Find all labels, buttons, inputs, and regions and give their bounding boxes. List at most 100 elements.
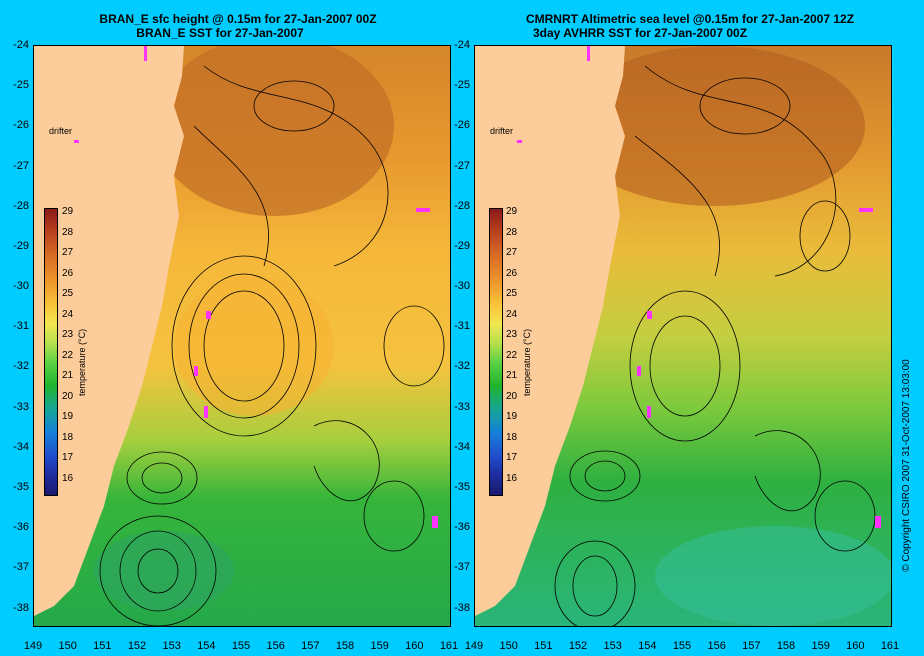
y-tick-label: -33 bbox=[13, 400, 29, 413]
x-tick-label: 155 bbox=[672, 640, 692, 652]
x-tick-label: 150 bbox=[58, 640, 77, 652]
colorbar-tick-label: 27 bbox=[62, 247, 74, 258]
right-drifter-label: drifter bbox=[490, 126, 514, 136]
x-tick-label: 161 bbox=[880, 640, 900, 652]
left-colorbar bbox=[44, 208, 58, 496]
colorbar-tick-label: 25 bbox=[62, 288, 74, 299]
x-tick-label: 150 bbox=[499, 640, 518, 652]
x-tick-label: 159 bbox=[811, 640, 830, 652]
cool-shelf-water bbox=[655, 526, 891, 626]
colorbar-tick-label: 29 bbox=[506, 206, 518, 217]
x-tick-label: 151 bbox=[534, 640, 553, 652]
colorbar-tick-label: 18 bbox=[62, 431, 74, 443]
colorbar-tick-label: 20 bbox=[62, 390, 74, 402]
y-tick-label: -27 bbox=[454, 159, 470, 172]
copyright-text: © Copyright CSIRO 2007 31-Oct-2007 13:03… bbox=[900, 359, 912, 572]
eddy-warm bbox=[174, 276, 334, 416]
x-tick-label: 156 bbox=[707, 640, 726, 652]
colorbar-tick-label: 21 bbox=[506, 370, 518, 381]
land-mass bbox=[475, 46, 625, 616]
x-tick-label: 149 bbox=[23, 640, 43, 652]
right-colorbar bbox=[489, 208, 503, 496]
colorbar-tick-label: 18 bbox=[506, 431, 518, 443]
colorbar-tick-label: 16 bbox=[506, 472, 518, 484]
colorbar-tick-label: 24 bbox=[62, 308, 74, 320]
colorbar-tick-label: 20 bbox=[506, 390, 518, 402]
colorbar-tick-label: 25 bbox=[506, 288, 518, 299]
right-title-line2: 3day AVHRR SST for 27-Jan-2007 00Z bbox=[532, 26, 748, 40]
left-colorbar-label: temperature (°C) bbox=[77, 328, 87, 396]
left-map-panel: drifter temperature (°C) bbox=[33, 45, 451, 627]
x-tick-label: 152 bbox=[568, 640, 588, 652]
x-tick-label: 153 bbox=[162, 640, 181, 652]
sea-level-contours bbox=[554, 65, 876, 626]
y-tick-label: -38 bbox=[454, 601, 470, 614]
left-map-svg bbox=[34, 46, 450, 626]
y-tick-label: -25 bbox=[454, 79, 470, 92]
y-tick-label: -28 bbox=[454, 199, 470, 212]
y-tick-label: -38 bbox=[13, 601, 29, 614]
y-tick-label: -34 bbox=[13, 440, 29, 453]
x-tick-label: 155 bbox=[231, 640, 251, 652]
colorbar-tick-label: 23 bbox=[62, 329, 74, 340]
y-tick-label: -31 bbox=[454, 320, 470, 333]
y-tick-label: -32 bbox=[454, 360, 470, 373]
y-tick-label: -36 bbox=[454, 521, 470, 534]
y-tick-label: -26 bbox=[13, 119, 29, 132]
x-tick-label: 154 bbox=[197, 640, 216, 652]
x-tick-label: 160 bbox=[405, 640, 424, 652]
colorbar-tick-label: 26 bbox=[62, 267, 74, 279]
left-title-line1: BRAN_E sfc height @ 0.15m for 27-Jan-200… bbox=[99, 12, 377, 26]
y-tick-label: -37 bbox=[13, 561, 29, 574]
x-tick-label: 159 bbox=[370, 640, 389, 652]
right-map-panel: drifter temperature (°C) bbox=[474, 45, 892, 627]
colorbar-tick-label: 17 bbox=[506, 452, 518, 463]
colorbar-tick-label: 19 bbox=[506, 411, 518, 422]
x-tick-label: 156 bbox=[266, 640, 285, 652]
y-tick-label: -25 bbox=[13, 79, 29, 92]
left-drifter-label: drifter bbox=[49, 126, 73, 136]
y-tick-label: -30 bbox=[13, 280, 29, 293]
colorbar-tick-label: 19 bbox=[62, 411, 74, 422]
colorbar-tick-label: 28 bbox=[506, 226, 518, 238]
drifter-tracks bbox=[74, 46, 438, 528]
colorbar-tick-label: 24 bbox=[506, 308, 518, 320]
x-tick-label: 157 bbox=[301, 640, 320, 652]
y-tick-label: -35 bbox=[13, 481, 29, 494]
colorbar-tick-label: 16 bbox=[62, 472, 74, 484]
y-tick-label: -28 bbox=[13, 199, 29, 212]
land-mass bbox=[34, 46, 184, 616]
right-title-line1: CMRNRT Altimetric sea level @0.15m for 2… bbox=[525, 12, 855, 26]
x-tick-label: 151 bbox=[93, 640, 112, 652]
sea-level-contours bbox=[99, 65, 445, 626]
colorbar-tick-label: 29 bbox=[62, 206, 74, 217]
warm-core bbox=[565, 46, 865, 206]
x-tick-label: 152 bbox=[127, 640, 147, 652]
y-tick-label: -24 bbox=[454, 39, 470, 51]
x-tick-label: 160 bbox=[846, 640, 865, 652]
colorbar-tick-label: 21 bbox=[62, 370, 74, 381]
y-tick-label: -29 bbox=[13, 239, 29, 252]
drifter-tracks bbox=[517, 46, 881, 528]
y-tick-label: -26 bbox=[454, 119, 470, 132]
y-tick-label: -33 bbox=[454, 400, 470, 413]
y-tick-label: -32 bbox=[13, 360, 29, 373]
y-tick-label: -34 bbox=[454, 440, 470, 453]
y-tick-label: -35 bbox=[454, 481, 470, 494]
y-tick-label: -30 bbox=[454, 280, 470, 293]
x-tick-label: 149 bbox=[464, 640, 484, 652]
x-tick-label: 158 bbox=[335, 640, 355, 652]
colorbar-tick-label: 22 bbox=[506, 349, 518, 361]
x-tick-label: 154 bbox=[638, 640, 657, 652]
colorbar-tick-label: 22 bbox=[62, 349, 74, 361]
colorbar-tick-label: 17 bbox=[62, 452, 74, 463]
colorbar-tick-label: 23 bbox=[506, 329, 518, 340]
y-tick-label: -31 bbox=[13, 320, 29, 333]
left-title-line2: BRAN_E SST for 27-Jan-2007 bbox=[136, 26, 304, 40]
right-map-svg bbox=[475, 46, 891, 626]
right-colorbar-label: temperature (°C) bbox=[522, 328, 532, 396]
y-tick-label: -37 bbox=[454, 561, 470, 574]
y-tick-label: -27 bbox=[13, 159, 29, 172]
y-tick-label: -24 bbox=[13, 39, 29, 51]
y-tick-label: -36 bbox=[13, 521, 29, 534]
